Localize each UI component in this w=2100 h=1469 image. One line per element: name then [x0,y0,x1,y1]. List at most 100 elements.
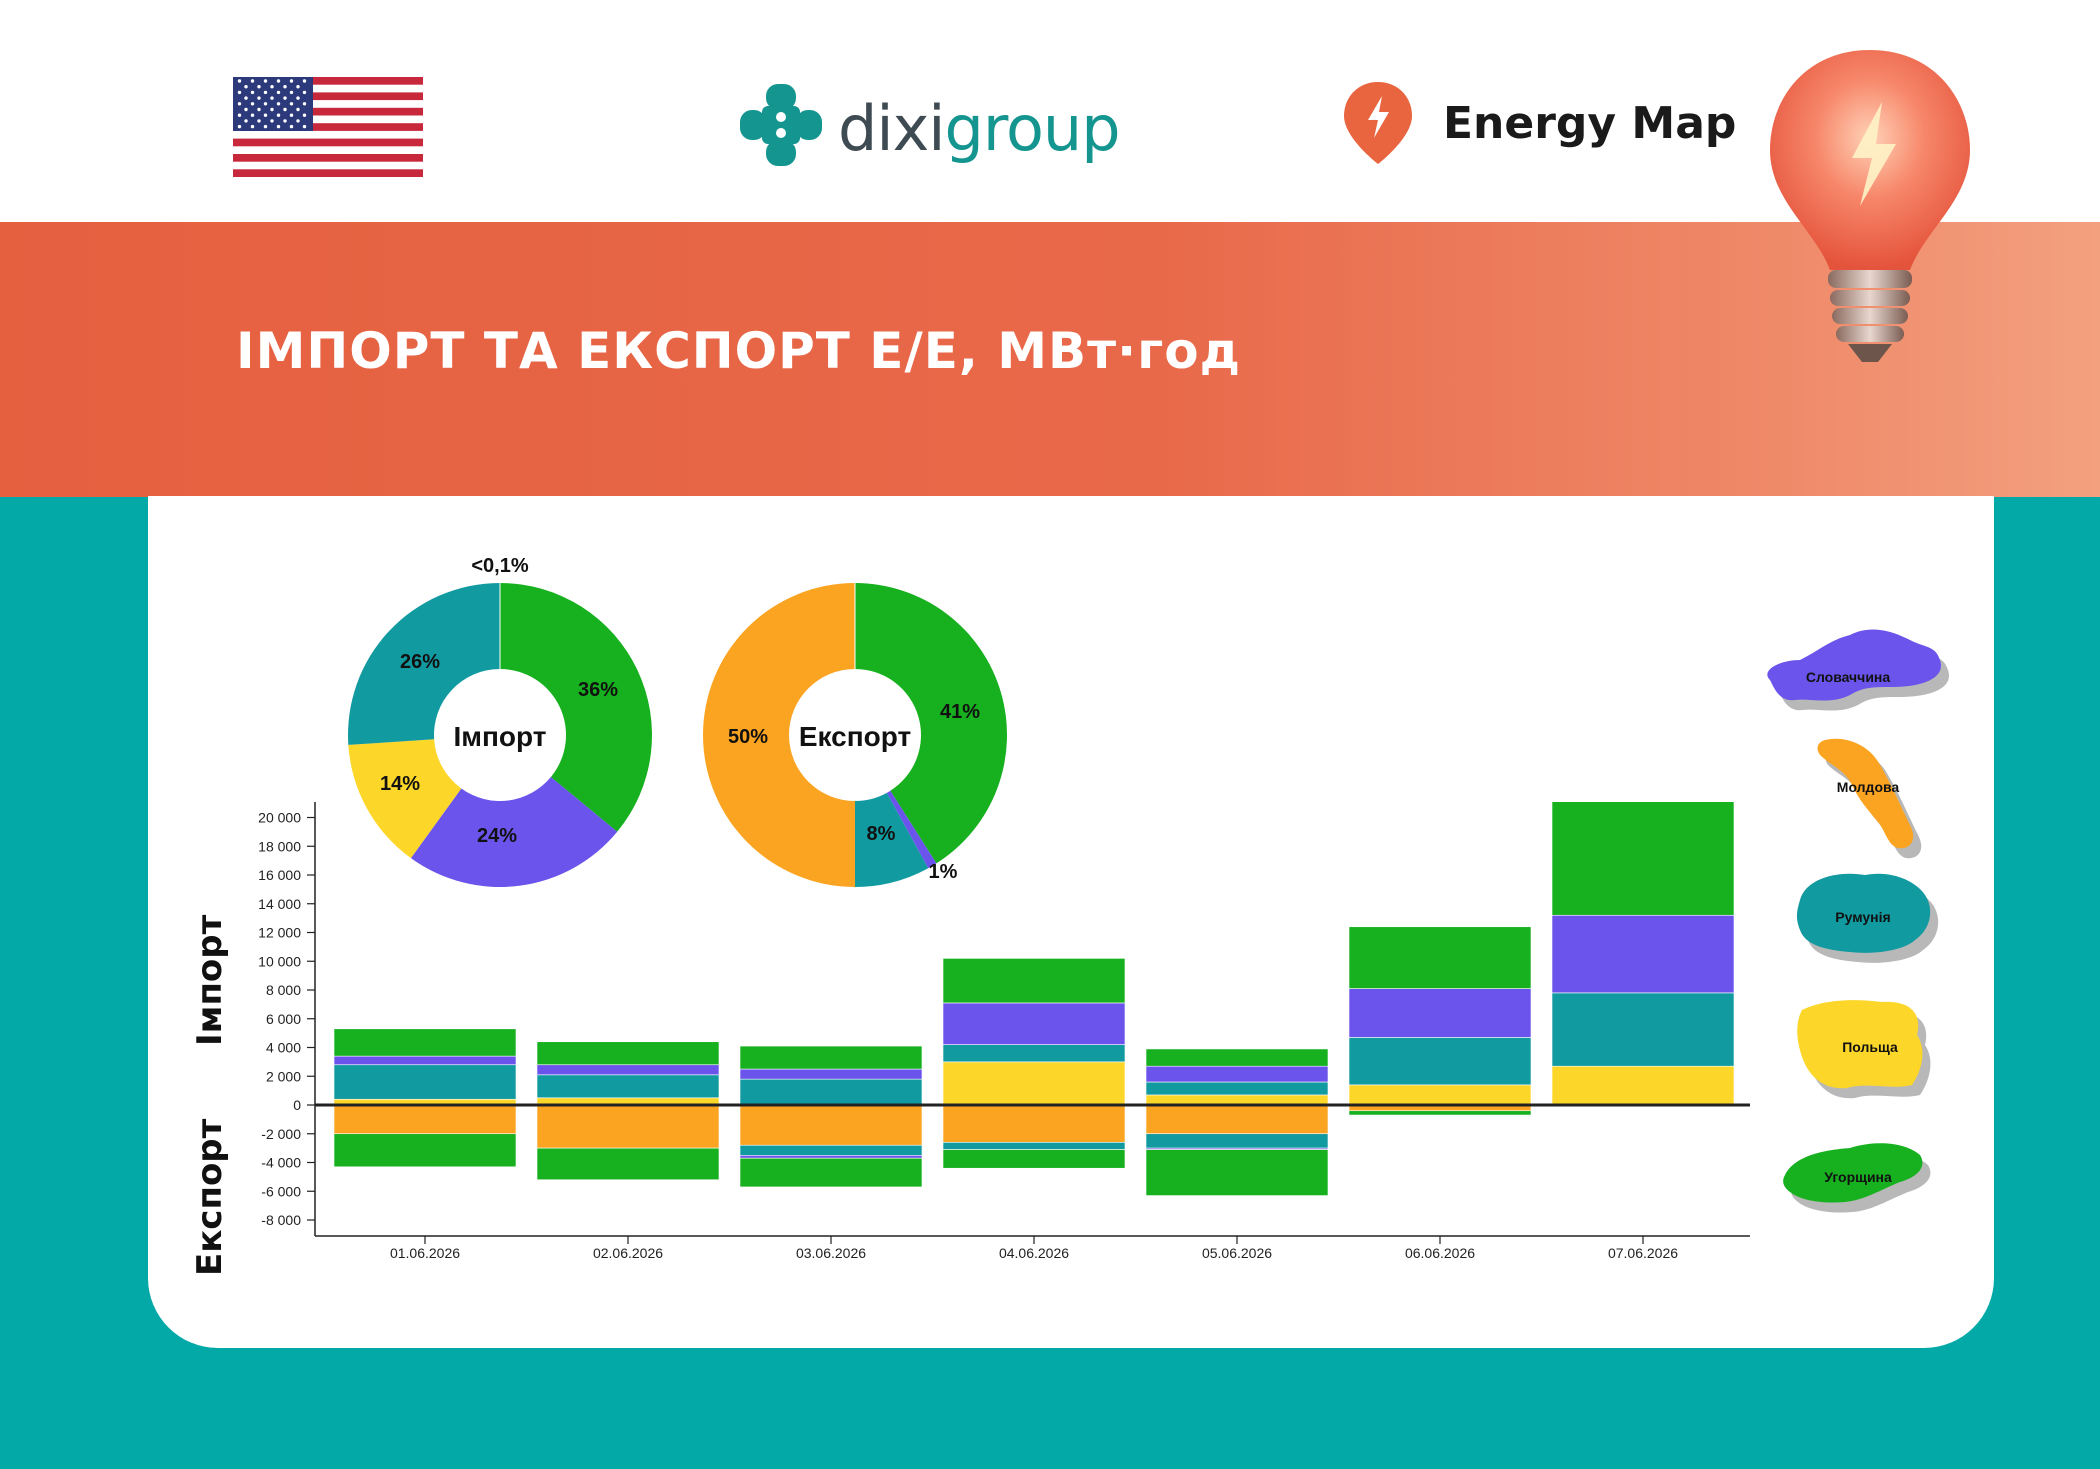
donut-slice [886,790,937,869]
donut-slice-label: 26% [400,651,440,673]
donut-slice [348,583,500,745]
import-bar-segment [1551,1065,1735,1106]
export-bar-segment [942,1104,1126,1143]
us-flag-icon [233,77,423,177]
donut-slice [855,583,1008,864]
import-bar-segment [1145,1081,1329,1096]
donut-slice [348,739,462,859]
import-axis-label: Імпорт [190,914,230,1046]
y-tick-label: 10 000 [258,953,301,969]
donut-center-label: Імпорт [454,721,547,752]
donut-slice-label: 50% [728,726,768,748]
country-map-icon [1817,738,1914,849]
import-bar-segment [739,1045,923,1070]
x-tick-label: 06.06.2026 [1405,1245,1475,1261]
y-tick-label: 0 [293,1097,301,1113]
export-bar-segment [536,1104,720,1149]
legend-label: Словаччина [1806,669,1891,685]
map-pin-icon [1344,82,1412,164]
y-tick-label: 6 000 [266,1011,301,1027]
import-bar-segment [942,958,1126,1004]
export-axis-label: Експорт [190,1118,230,1276]
import-bar-segment [1551,801,1735,916]
y-tick-label: -4 000 [261,1155,301,1171]
legend-item: Польща [1797,1000,1931,1099]
export-bar-segment [942,1142,1126,1150]
x-tick-label: 07.06.2026 [1608,1245,1678,1261]
y-tick-label: 4 000 [266,1040,301,1056]
donut-slice [500,583,652,832]
donut-slice-label: 14% [380,773,420,795]
light-bulb-icon [1770,50,1970,362]
donut-slice-label: <0,1% [471,555,528,577]
export-bar-segment [739,1155,923,1159]
donut-slice-label: 1% [929,861,958,883]
legend-item: Молдова [1817,738,1922,859]
donut-slice [855,792,929,887]
stacked-bar-chart: 20 000 18 000 16 000 14 000 12 000 10 000 8 00… [258,801,1750,1261]
import-bar-segment [333,1064,517,1100]
export-bar-segment [739,1157,923,1188]
country-legend: Словаччина Молдова Румунія Польща Угорщина [1767,629,1949,1213]
legend-item: Угорщина [1783,1143,1931,1213]
country-map-icon [1767,629,1941,701]
dixigroup-logo: dixigroup [838,92,1121,165]
legend-label: Угорщина [1824,1169,1892,1185]
energy-map-label: Energy Map [1443,98,1737,149]
import-bar-segment [1145,1094,1329,1106]
y-tick-label: 8 000 [266,982,301,998]
x-tick-label: 04.06.2026 [999,1245,1069,1261]
export-bar-segment [1145,1133,1329,1149]
import-bar-segment [1551,914,1735,994]
export-bar-segment [1145,1149,1329,1196]
donut-slice-label: 8% [867,823,896,845]
export-bar-segment [333,1133,517,1168]
donut-slice-label: 36% [578,679,618,701]
import-bar-segment [1348,988,1532,1038]
export-bar-segment [739,1144,923,1156]
import-bar-segment [1145,1065,1329,1083]
donut-center-label: Експорт [799,721,911,752]
y-tick-label: 18 000 [258,838,301,854]
import-bar-segment [942,1002,1126,1045]
legend-label: Молдова [1837,779,1900,795]
title-banner: ІМПОРТ ТА ЕКСПОРТ Е/Е, МВт·год [0,222,2100,497]
import-bar-segment [739,1068,923,1080]
y-tick-label: 12 000 [258,925,301,941]
donut-slice-label: 24% [477,825,517,847]
import-bar-segment [333,1028,517,1057]
donut-slice-label: 41% [940,701,980,723]
x-tick-label: 05.06.2026 [1202,1245,1272,1261]
import-bar-segment [536,1041,720,1066]
x-tick-label: 01.06.2026 [390,1245,460,1261]
country-map-icon [1797,1000,1923,1089]
legend-item: Словаччина [1767,629,1949,711]
import-bar-segment [1348,1037,1532,1086]
export-bar-segment [1145,1104,1329,1135]
export-bar-segment [1348,1110,1532,1116]
donut-slice [703,583,855,887]
import-bar-segment [536,1064,720,1076]
import-bar-segment [942,1044,1126,1063]
dixigroup-logo-icon [740,84,822,166]
export-bar-segment [739,1104,923,1146]
import-bar-segment [536,1074,720,1099]
import-bar-segment [1348,1084,1532,1106]
legend-label: Польща [1842,1039,1898,1055]
legend-item: Румунія [1796,873,1939,963]
import-bar-segment [739,1078,923,1106]
y-tick-label: -2 000 [261,1126,301,1142]
y-tick-label: 14 000 [258,896,301,912]
y-tick-label: 16 000 [258,867,301,883]
country-map-icon [1783,1143,1923,1203]
export-bar-segment [536,1147,720,1181]
import-bar-segment [1145,1048,1329,1067]
import-bar-segment [333,1055,517,1066]
country-map-icon [1796,873,1931,953]
export-bar-segment [942,1149,1126,1169]
donut-charts: Імпорт 24% 14% 26% <0,1% 36% Експорт 41% 1% 8% 50% [348,555,1008,887]
x-tick-label: 03.06.2026 [796,1245,866,1261]
x-tick-label: 02.06.2026 [593,1245,663,1261]
import-bar-segment [1551,992,1735,1067]
y-tick-label: 20 000 [258,810,301,826]
